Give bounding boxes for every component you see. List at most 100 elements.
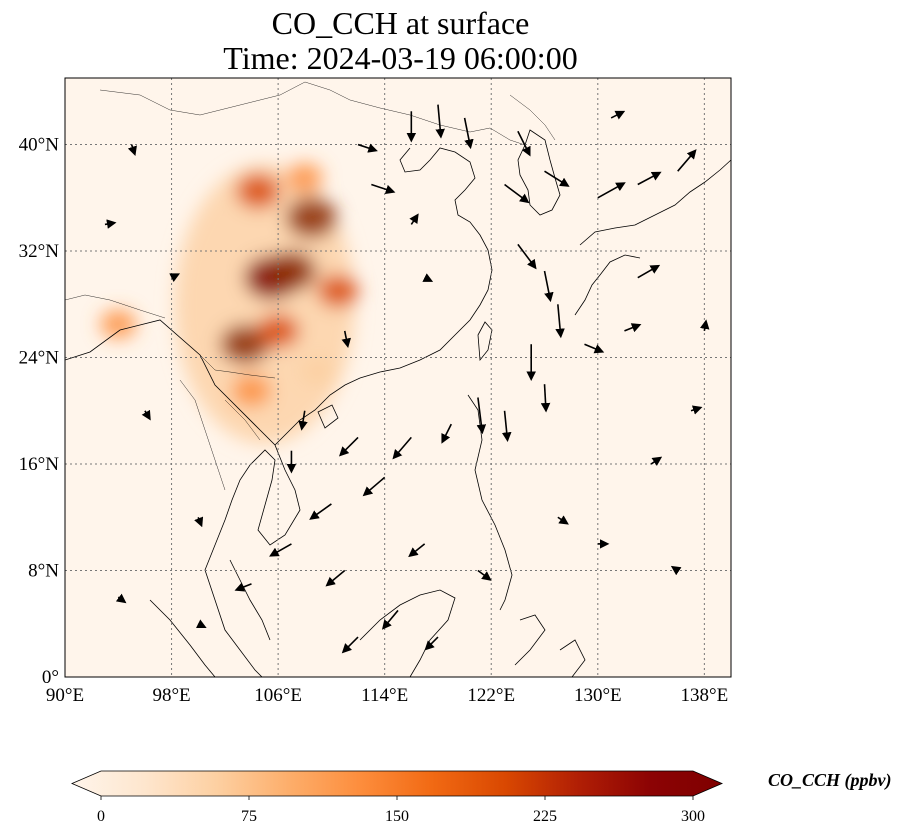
colorbar-tick-label: 225 — [533, 808, 557, 825]
coastline-malay — [229, 559, 271, 641]
wind-vector-4 — [544, 170, 570, 187]
map-subtitle: Time: 2024-03-19 06:00:00 — [223, 40, 578, 76]
coastline-taiwan — [477, 321, 493, 362]
lon-tick-label: 90°E — [46, 685, 84, 706]
lon-tick-label: 98°E — [152, 685, 190, 706]
hotspot-9 — [286, 163, 323, 193]
wind-vector-10 — [555, 304, 565, 339]
wind-vector-6 — [597, 182, 626, 199]
lat-tick-label: 32°N — [19, 241, 60, 262]
wind-vector-2 — [463, 117, 474, 150]
hotspot-2 — [285, 197, 337, 239]
wind-vector-33 — [637, 264, 661, 279]
wind-vector-18 — [362, 476, 386, 497]
wind-vector-37 — [371, 183, 396, 195]
colorbar-tick-label: 150 — [385, 808, 409, 825]
wind-vector-25 — [234, 582, 252, 592]
lat-tick-label: 24°N — [19, 348, 60, 369]
hotspot-8 — [100, 309, 137, 339]
concentration-field — [65, 78, 731, 677]
axis-labels: 90°E 98°E 106°E 114°E 122°E 130°E 138°E 0° 8°N 16… — [19, 135, 729, 706]
wind-vector-39 — [422, 273, 434, 282]
coastline-sulawesi — [514, 614, 546, 666]
coastline-south-china — [274, 147, 493, 446]
wind-vector-21 — [325, 569, 346, 587]
lon-tick-label: 130°E — [574, 685, 622, 706]
wind-vector-30 — [650, 456, 663, 466]
wind-vector-9 — [543, 270, 554, 303]
wind-vector-1 — [435, 104, 445, 139]
wind-vector-8 — [517, 243, 537, 270]
wind-vector-44 — [104, 219, 117, 229]
coastline-japan — [579, 159, 731, 246]
colorbar-label: CO_CCH (ppbv) — [768, 770, 892, 790]
wind-vector-22 — [381, 609, 399, 630]
wind-vector-17 — [338, 436, 359, 457]
colorbar-body — [70, 770, 724, 797]
wind-vector-41 — [298, 410, 308, 431]
lat-tick-label: 16°N — [19, 454, 60, 475]
hotspot-10 — [300, 356, 336, 385]
wind-vector-35 — [610, 110, 626, 120]
gridlines — [65, 78, 731, 677]
wind-vector-49 — [195, 619, 207, 628]
wind-vector-13 — [476, 397, 487, 435]
coastline-sumatra — [149, 599, 216, 677]
wind-vector-16 — [392, 436, 412, 460]
lon-tick-label: 138°E — [681, 685, 729, 706]
hotspot-3 — [220, 324, 270, 364]
coastlines — [65, 129, 731, 677]
wind-vector-31 — [584, 343, 605, 354]
wind-vector-14 — [501, 410, 512, 442]
wind-vector-47 — [194, 516, 204, 528]
colorbar-tick-label: 75 — [241, 808, 257, 825]
wind-vector-51 — [699, 319, 710, 332]
wind-vector-12 — [540, 384, 551, 413]
lon-tick-label: 106°E — [254, 685, 302, 706]
wind-vector-15 — [441, 423, 452, 444]
colorbar: 0 75 150 225 300 — [70, 770, 724, 825]
wind-vector-50 — [670, 565, 682, 576]
colorbar-tick-label: 300 — [681, 808, 705, 825]
wind-vector-7 — [637, 171, 662, 186]
coastline-mainland — [65, 319, 301, 677]
field-background — [65, 78, 731, 677]
country-borders — [65, 81, 556, 491]
coastline-korea — [517, 129, 561, 216]
wind-vector-36 — [357, 143, 378, 153]
wind-vector-48 — [115, 593, 127, 604]
wind-vector-20 — [269, 543, 292, 557]
wind-vector-27 — [477, 569, 492, 581]
wind-vectors — [104, 104, 710, 654]
lat-tick-label: 8°N — [28, 561, 59, 582]
lat-tick-label: 0° — [42, 667, 59, 688]
hotspot-7 — [257, 314, 300, 348]
wind-vector-19 — [309, 503, 332, 520]
lon-tick-label: 122°E — [467, 685, 515, 706]
wind-vector-43 — [127, 144, 137, 156]
coastline-hainan — [317, 404, 339, 429]
wind-vector-24 — [424, 636, 439, 651]
wind-vector-23 — [341, 636, 359, 654]
coastline-japan-south — [574, 254, 641, 316]
hotspot-1 — [266, 251, 317, 292]
wind-vector-38 — [409, 213, 419, 225]
map-title: CO_CCH at surface — [271, 5, 530, 41]
wind-vector-52 — [690, 405, 703, 415]
lat-tick-label: 40°N — [19, 135, 60, 156]
lon-tick-label: 114°E — [361, 685, 408, 706]
hotspot-4 — [236, 173, 281, 209]
wind-vector-46 — [141, 409, 151, 421]
plot-frame — [64, 77, 732, 678]
hotspot-5 — [317, 274, 359, 308]
wind-vector-5 — [504, 183, 530, 204]
wind-vector-40 — [341, 330, 351, 349]
wind-vector-34 — [677, 149, 697, 172]
coastline-new-guinea — [559, 639, 586, 677]
wind-vector-45 — [169, 273, 181, 283]
wind-vector-32 — [624, 323, 642, 333]
wind-vector-26 — [408, 543, 426, 558]
wind-vector-28 — [557, 515, 569, 525]
hotspot-6 — [231, 375, 271, 407]
